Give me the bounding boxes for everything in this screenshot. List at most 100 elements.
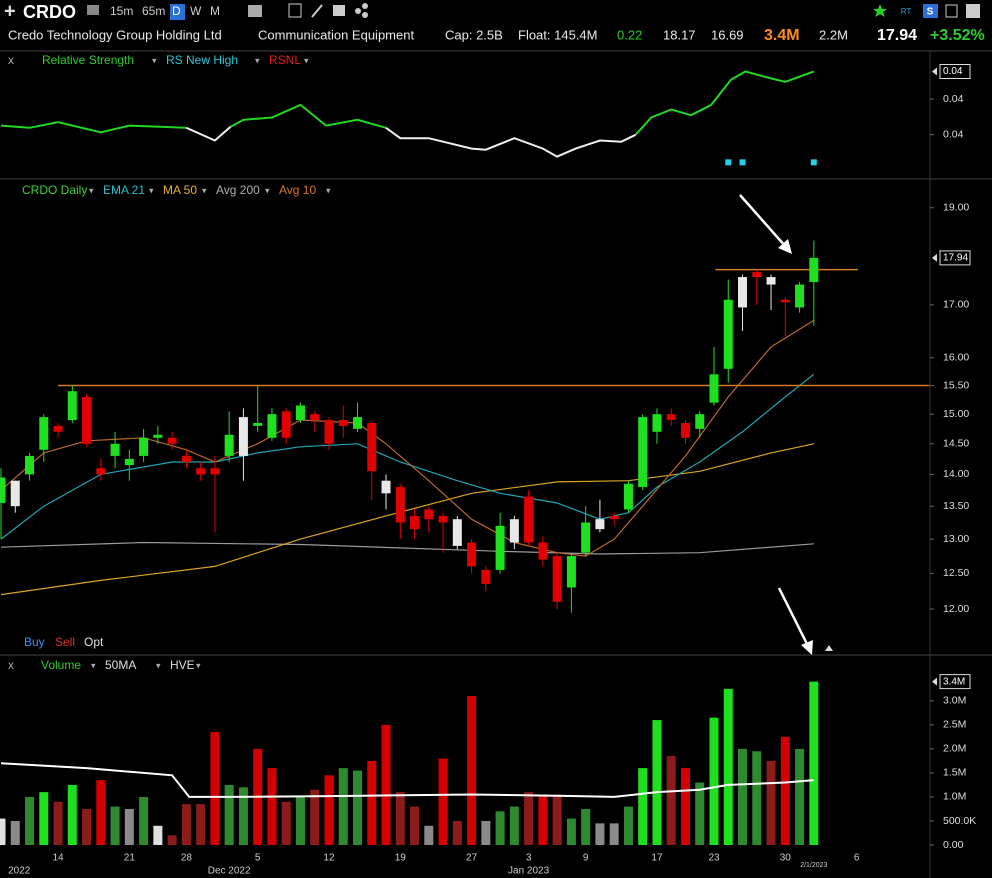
alert-icon[interactable] [87, 5, 99, 15]
dropdown-arrow[interactable]: ▾ [152, 55, 157, 65]
y-tick-label: 14.50 [943, 438, 969, 450]
volume-bar [167, 835, 177, 845]
legend-entry[interactable]: Volume [41, 658, 81, 672]
stat: 18.17 [663, 27, 696, 42]
volume-bar [680, 768, 690, 845]
candle-body [424, 509, 434, 520]
legend-entry[interactable]: EMA 21 [103, 183, 145, 197]
interval[interactable]: 15m [110, 4, 133, 18]
order-button[interactable]: Sell [55, 635, 75, 649]
x-tick-label: 6 [854, 853, 860, 864]
add-icon[interactable]: + [4, 0, 16, 22]
legend-entry[interactable]: 50MA [105, 658, 136, 672]
y-tick-label: 0.00 [943, 839, 964, 851]
symbol[interactable]: CRDO [23, 2, 76, 22]
y-tick-label: 0.04 [943, 129, 964, 141]
volume-bar [452, 820, 462, 845]
dropdown-arrow[interactable]: ▾ [326, 185, 331, 195]
volume-bar [67, 784, 77, 845]
dropdown-arrow[interactable]: ▾ [265, 185, 270, 195]
interval[interactable]: 65m [142, 4, 165, 18]
candle-body [253, 422, 263, 426]
volume-bar [295, 796, 305, 845]
candle-body [752, 272, 762, 278]
draw-icon[interactable] [311, 4, 323, 18]
legend-entry[interactable]: HVE [170, 658, 195, 672]
volume-bar [780, 736, 790, 845]
candle-body [680, 422, 690, 438]
candle-body [638, 417, 648, 487]
dropdown-arrow[interactable]: ▾ [156, 660, 161, 670]
close-icon[interactable] [966, 4, 980, 18]
volume: 3.4M [764, 27, 800, 44]
new-high-marker [739, 159, 746, 166]
x-tick-label: 5 [255, 853, 261, 864]
candle-body [524, 496, 534, 543]
dropdown-arrow[interactable]: ▾ [89, 185, 94, 195]
share-icon[interactable] [355, 8, 361, 14]
volume-bar [53, 801, 63, 845]
candle-body [452, 519, 462, 546]
dropdown-arrow[interactable]: ▾ [196, 660, 201, 670]
volume-bar [367, 760, 377, 845]
volume-bar [338, 768, 348, 845]
volume-bar [25, 796, 35, 845]
x-tick-label: 21 [124, 853, 136, 864]
legend-entry[interactable]: Avg 200 [216, 183, 260, 197]
volume-bar [666, 756, 676, 845]
volume-bar [82, 808, 92, 845]
candle-body [623, 483, 633, 510]
legend-entry[interactable]: RS New High [166, 53, 238, 67]
dropdown-arrow[interactable]: ▾ [304, 55, 309, 65]
grid-icon[interactable] [288, 3, 302, 18]
close-button[interactable]: x [8, 53, 14, 67]
arrow [777, 587, 810, 647]
candle-body [295, 405, 305, 421]
candle-body [267, 414, 277, 438]
legend-entry[interactable]: Avg 10 [279, 183, 316, 197]
volume-bar [766, 760, 776, 845]
volume-bar [795, 748, 805, 845]
volume-bar [39, 792, 49, 845]
last-value-box [939, 674, 971, 690]
legend-entry[interactable]: Relative Strength [42, 53, 134, 67]
legend-entry[interactable]: MA 50 [163, 183, 197, 197]
volume-bar [0, 818, 6, 845]
candle-body [367, 422, 377, 472]
window-icon[interactable] [945, 4, 958, 18]
x-month-label: Jan 2023 [508, 866, 550, 877]
share-icon[interactable] [362, 3, 368, 9]
star-icon[interactable] [873, 4, 887, 17]
legend-entry[interactable]: RSNL [269, 53, 301, 67]
order-button[interactable]: Opt [84, 635, 104, 649]
interval[interactable]: W [190, 4, 202, 18]
interval[interactable]: D [172, 4, 181, 18]
close-button[interactable]: x [8, 658, 14, 672]
arrow [739, 194, 787, 248]
order-button[interactable]: Buy [24, 635, 45, 649]
y-tick-label: 2.5M [943, 719, 966, 731]
y-tick-label: 15.50 [943, 379, 969, 391]
last-value-label: 0.04 [943, 66, 963, 77]
x-tick-label: 12 [323, 853, 335, 864]
x-tick-label: 27 [466, 853, 478, 864]
last-value-label: 3.4M [943, 676, 965, 687]
share-icon[interactable] [362, 12, 368, 18]
s-badge[interactable] [923, 4, 938, 18]
candle-body [695, 414, 705, 429]
volume-bar [623, 806, 633, 845]
float: Float: 145.4M [518, 27, 598, 42]
note-icon[interactable] [333, 5, 345, 16]
dropdown-arrow[interactable]: ▾ [91, 660, 96, 670]
interval[interactable]: M [210, 4, 220, 18]
x-month-label: Dec 2022 [208, 866, 251, 877]
dropdown-arrow[interactable]: ▾ [149, 185, 154, 195]
tool-icon[interactable] [248, 5, 262, 17]
dropdown-arrow[interactable]: ▾ [255, 55, 260, 65]
dropdown-arrow[interactable]: ▾ [202, 185, 207, 195]
legend-entry[interactable]: CRDO Daily [22, 183, 87, 197]
avg-volume: 2.2M [819, 27, 848, 42]
candle-body [410, 515, 420, 530]
stat: 16.69 [711, 27, 744, 42]
volume-ma [0, 762, 814, 798]
